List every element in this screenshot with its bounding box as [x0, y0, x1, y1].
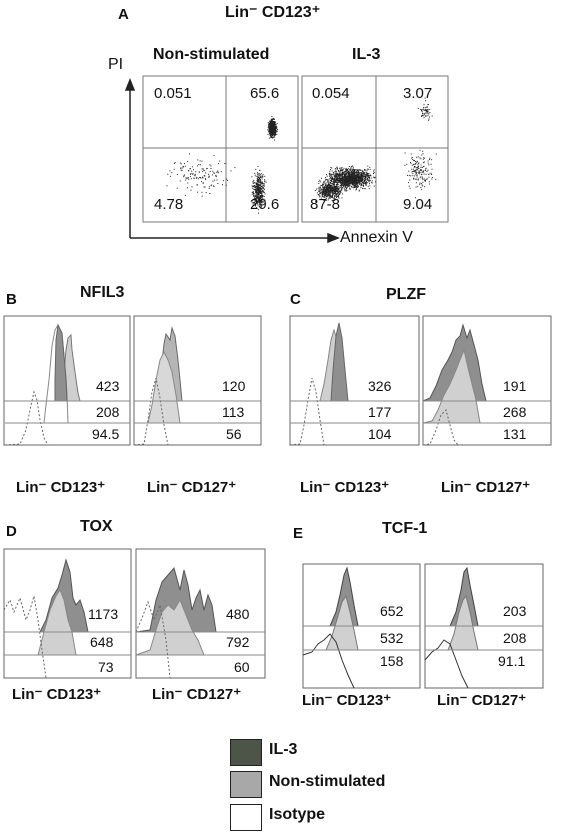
tcf1-cd123-ns-value: 532: [380, 630, 404, 646]
nfil3-cd127-iso-value: 56: [226, 426, 242, 442]
legend-label-isotype: Isotype: [269, 806, 326, 823]
panel-a-axes: [124, 77, 341, 244]
quad-il3-upper-right: 3.07: [403, 85, 433, 102]
dotplot-non-stimulated-events: [166, 116, 279, 214]
quad-il3-lower-right: 9.04: [403, 196, 433, 213]
tcf1-population-cd127: Lin⁻ CD127⁺: [437, 692, 527, 709]
panel-c-title: PLZF: [386, 286, 426, 303]
condition-label-non-stimulated: Non-stimulated: [153, 46, 270, 63]
histogram-tcf1-cd127: [424, 566, 543, 689]
panel-a-letter: A: [118, 6, 129, 23]
panel-e-letter: E: [293, 525, 304, 542]
plzf-population-cd127: Lin⁻ CD127⁺: [441, 479, 531, 496]
panel-b-letter: B: [6, 291, 17, 308]
histogram-tox-cd123: [3, 558, 131, 679]
histogram-nfil3-cd123: [4, 323, 130, 446]
histogram-plzf-cd123: [289, 322, 419, 446]
legend-label-il3: IL-3: [269, 741, 298, 758]
nfil3-cd123-il3-value: 423: [96, 378, 120, 394]
plzf-cd127-iso-value: 131: [503, 426, 527, 442]
quad-ns-upper-right: 65.6: [250, 85, 280, 102]
y-axis-label-pi: PI: [108, 56, 124, 73]
tox-cd127-il3-value: 480: [226, 606, 250, 622]
condition-label-il3: IL-3: [352, 46, 381, 63]
tcf1-cd123-iso-value: 158: [380, 653, 404, 669]
legend-swatch-non-stimulated: [230, 771, 262, 798]
quad-il3-upper-left: 0.054: [312, 85, 350, 102]
tox-cd123-iso-value: 73: [98, 659, 114, 675]
panel-b-title: NFIL3: [80, 284, 125, 301]
tox-cd127-ns-value: 792: [226, 634, 250, 650]
tox-population-cd123: Lin⁻ CD123⁺: [12, 686, 102, 703]
quad-ns-lower-left: 4.78: [154, 196, 184, 213]
nfil3-population-cd123: Lin⁻ CD123⁺: [16, 479, 106, 496]
nfil3-cd127-ns-value: 113: [222, 404, 245, 420]
panel-a-title: Lin⁻ CD123⁺: [225, 4, 321, 21]
nfil3-cd127-il3-value: 120: [222, 378, 246, 394]
tox-population-cd127: Lin⁻ CD127⁺: [152, 686, 242, 703]
panel-d-letter: D: [6, 523, 17, 540]
histogram-plzf-cd127: [422, 323, 551, 446]
panel-d-title: TOX: [80, 518, 113, 535]
histogram-tcf1-cd123: [302, 566, 420, 689]
legend-label-non-stimulated: Non-stimulated: [269, 773, 386, 790]
tcf1-cd123-il3-value: 652: [380, 603, 404, 619]
panel-e-title: TCF-1: [382, 520, 428, 537]
tcf1-population-cd123: Lin⁻ CD123⁺: [302, 692, 392, 709]
tox-cd127-iso-value: 60: [234, 659, 250, 675]
histogram-nfil3-cd127: [133, 326, 261, 446]
quad-ns-lower-right: 29.6: [250, 196, 280, 213]
dotplot-non-stimulated-frame: [142, 75, 299, 223]
dotplot-il3-frame: [301, 75, 449, 223]
plzf-cd127-ns-value: 268: [503, 404, 527, 420]
plzf-cd123-ns-value: 177: [368, 404, 392, 420]
plzf-cd127-il3-value: 191: [503, 378, 527, 394]
plzf-cd123-il3-value: 326: [368, 378, 392, 394]
x-axis-label-annexin-v: Annexin V: [340, 229, 413, 246]
plzf-population-cd123: Lin⁻ CD123⁺: [300, 479, 390, 496]
histogram-tox-cd127: [135, 566, 265, 679]
tcf1-cd127-il3-value: 203: [503, 603, 527, 619]
dotplot-il3-events: [314, 97, 437, 202]
nfil3-cd123-iso-value: 94.5: [92, 426, 120, 442]
quad-ns-upper-left: 0.051: [154, 85, 192, 102]
tox-cd123-ns-value: 648: [90, 634, 114, 650]
quad-il3-lower-left: 87-8: [310, 196, 341, 213]
legend-swatch-il3: [230, 739, 262, 766]
tox-cd123-il3-value: 1173: [88, 606, 119, 622]
nfil3-cd123-ns-value: 208: [96, 404, 120, 420]
tcf1-cd127-ns-value: 208: [503, 630, 527, 646]
plzf-cd123-iso-value: 104: [368, 426, 392, 442]
legend-swatch-isotype: [230, 804, 262, 831]
panel-c-letter: C: [290, 291, 301, 308]
tcf1-cd127-iso-value: 91.1: [498, 653, 526, 669]
nfil3-population-cd127: Lin⁻ CD127⁺: [147, 479, 237, 496]
